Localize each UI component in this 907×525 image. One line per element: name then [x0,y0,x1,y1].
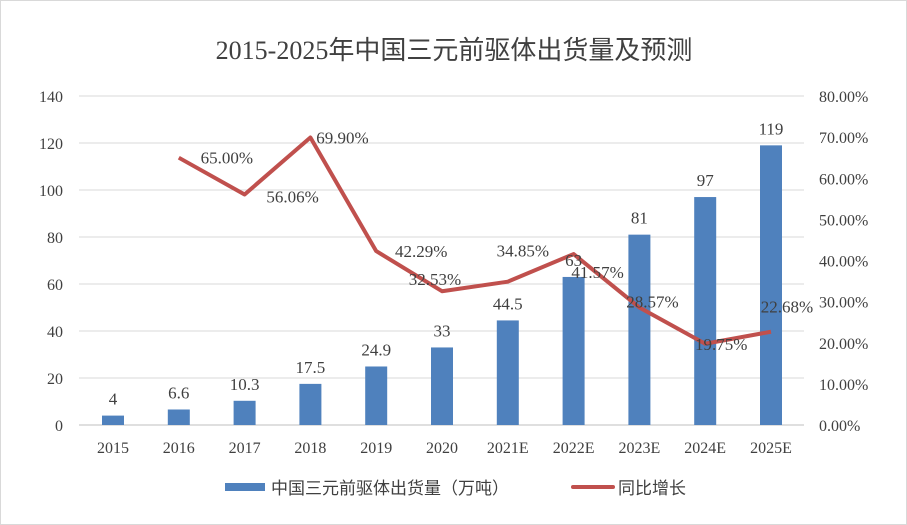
line-data-label: 41.57% [571,263,623,282]
x-tick-label: 2023E [619,440,661,457]
bar-data-label: 81 [631,209,648,228]
x-tick-label: 2022E [553,440,595,457]
right-tick-label: 80.00% [819,89,868,106]
left-tick-label: 40 [47,324,63,341]
bar [431,347,453,425]
bar [233,400,256,425]
bar-data-label: 44.5 [493,294,523,313]
bar [562,276,585,425]
left-tick-label: 100 [39,183,63,200]
bar [628,234,651,425]
bar [760,145,782,425]
bar [167,409,190,425]
bar [496,320,519,425]
bar-data-label: 119 [759,119,784,138]
growth-line [177,135,772,346]
x-tick-label: 2024E [684,440,726,457]
x-tick-label: 2017 [229,440,261,457]
legend-bar-swatch [225,483,265,491]
right-tick-label: 60.00% [819,171,868,188]
left-tick-label: 20 [47,371,63,388]
left-tick-label: 120 [39,136,63,153]
bar [365,366,388,425]
x-tick-label: 2025E [750,440,792,457]
left-tick-label: 0 [55,418,63,435]
line-data-label: 56.06% [266,187,318,206]
left-tick-label: 60 [47,277,63,294]
legend-line-label: 同比增长 [618,479,686,498]
line-data-label: 65.00% [201,149,253,168]
right-tick-label: 40.00% [819,254,868,271]
bar [299,383,322,425]
left-tick-label: 140 [39,89,63,106]
right-tick-label: 20.00% [819,336,868,353]
line-data-label: 22.68% [761,298,813,317]
chart-title: 2015-2025年中国三元前驱体出货量及预测 [216,36,693,65]
bar-data-label: 17.5 [296,358,326,377]
line-data-label: 28.57% [626,293,678,312]
bar-data-label: 97 [697,171,715,190]
x-tick-label: 2018 [294,440,326,457]
bar-data-label: 4 [109,390,118,409]
bar [102,415,124,425]
right-tick-label: 10.00% [819,377,868,394]
right-tick-label: 70.00% [819,130,868,147]
x-tick-label: 2019 [360,440,392,457]
bar-data-label: 63 [565,251,582,270]
bar-data-label: 6.6 [168,383,189,402]
bar-data-label: 33 [434,321,451,340]
right-tick-label: 30.00% [819,295,868,312]
line-data-label: 19.75% [695,335,747,354]
line-data-label: 69.90% [316,129,368,148]
line-data-label: 42.29% [395,242,447,261]
right-tick-label: 0.00% [819,418,860,435]
line-data-label: 34.85% [497,242,549,261]
x-tick-label: 2020 [426,440,458,457]
x-tick-label: 2021E [487,440,529,457]
legend-bar-label: 中国三元前驱体出货量（万吨） [271,479,509,498]
right-tick-label: 50.00% [819,212,868,229]
x-tick-label: 2016 [163,440,195,457]
bar-data-label: 10.3 [230,375,260,394]
bar [694,197,717,425]
x-tick-label: 2015 [97,440,129,457]
line-data-label: 32.53% [409,270,461,289]
bar-data-label: 24.9 [361,340,391,359]
left-tick-label: 80 [47,230,63,247]
